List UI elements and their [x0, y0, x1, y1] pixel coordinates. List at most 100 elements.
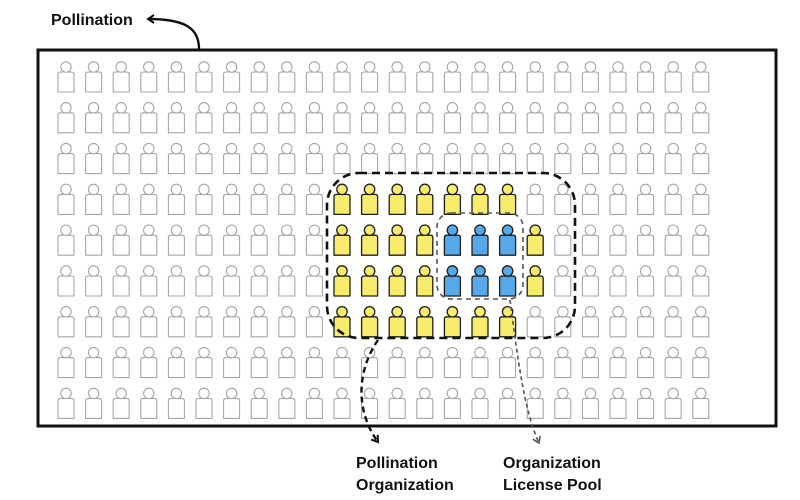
user-icon	[250, 306, 268, 338]
user-icon	[609, 142, 627, 175]
license-pool-arrow	[509, 299, 541, 445]
user-icon	[140, 265, 158, 297]
user-icon	[57, 61, 75, 93]
license-pool-boundary	[436, 212, 524, 300]
user-icon	[333, 346, 351, 379]
user-icon	[85, 387, 103, 419]
user-icon	[223, 183, 241, 215]
user-icon	[664, 265, 682, 297]
license-pool-user-icon	[471, 224, 489, 256]
license-pool-user-icon	[471, 265, 489, 297]
user-icon	[85, 102, 103, 134]
user-icon	[609, 183, 627, 215]
user-icon	[167, 306, 185, 338]
user-icon	[637, 346, 655, 379]
user-icon	[361, 387, 379, 419]
organization-user-icon	[360, 305, 379, 338]
user-icon	[223, 346, 241, 379]
license-pool-user-icon	[443, 224, 462, 256]
user-icon	[195, 346, 213, 379]
user-icon	[195, 306, 213, 338]
user-icon	[388, 142, 406, 175]
user-icon	[250, 265, 268, 297]
user-icon	[388, 387, 406, 419]
user-icon	[278, 61, 296, 93]
user-icon	[637, 142, 655, 175]
user-icon	[333, 142, 351, 175]
user-icon	[581, 102, 599, 134]
user-icon	[554, 61, 572, 93]
user-icon	[305, 306, 323, 338]
organization-user-icon	[471, 305, 489, 338]
user-icon	[305, 142, 323, 175]
user-icon	[471, 142, 489, 175]
user-icon	[305, 265, 323, 297]
user-icon	[250, 387, 268, 419]
organization-user-icon	[443, 183, 462, 216]
user-icon	[692, 142, 710, 175]
organization-user-icon	[333, 265, 351, 297]
user-icon	[250, 346, 268, 379]
license-pool-user-icon	[498, 265, 517, 297]
organization-user-icon	[388, 183, 406, 216]
pollination-frame	[36, 48, 778, 428]
user-icon	[416, 61, 434, 93]
user-icon	[278, 265, 296, 297]
organization-user-icon	[416, 305, 434, 338]
user-icon	[443, 142, 461, 175]
user-icon	[692, 61, 710, 93]
user-icon	[637, 306, 655, 338]
user-icon	[278, 183, 296, 215]
organization-user-icon	[388, 265, 406, 297]
user-icon	[361, 142, 379, 175]
user-icon	[140, 387, 158, 419]
user-icon	[609, 306, 627, 338]
user-icon	[554, 265, 572, 297]
user-icon	[581, 183, 599, 215]
user-icon	[112, 142, 130, 175]
user-icon	[278, 102, 296, 134]
user-icon	[664, 346, 682, 379]
user-icon	[305, 183, 323, 215]
user-icon	[416, 142, 434, 175]
user-icon	[692, 183, 710, 215]
user-icon	[85, 346, 103, 379]
user-icon	[388, 102, 406, 134]
organization-user-icon	[526, 265, 544, 297]
user-icon	[112, 265, 130, 297]
organization-user-icon	[526, 224, 544, 256]
user-icon	[57, 387, 75, 419]
user-icon	[167, 265, 185, 297]
user-icon	[305, 224, 323, 256]
organization-user-icon	[416, 265, 434, 297]
user-icon	[167, 142, 185, 175]
user-icon	[581, 265, 599, 297]
user-icon	[554, 142, 572, 175]
user-icon	[167, 183, 185, 215]
user-icon	[250, 224, 268, 256]
user-icon	[443, 387, 461, 419]
organization-user-icon	[416, 183, 434, 216]
user-icon	[85, 183, 103, 215]
user-icon	[581, 346, 599, 379]
license-pool-user-icon	[498, 224, 517, 256]
user-icon	[195, 265, 213, 297]
user-icon	[526, 183, 544, 215]
user-icon	[57, 224, 75, 256]
organization-user-icon	[471, 183, 489, 216]
user-icon	[499, 142, 517, 175]
user-icon	[57, 306, 75, 338]
user-icon	[692, 224, 710, 256]
user-icon	[499, 387, 517, 419]
user-icon	[581, 306, 599, 338]
user-icon	[526, 306, 544, 338]
user-icon	[499, 102, 517, 134]
user-icon	[140, 142, 158, 175]
user-icon	[499, 61, 517, 93]
user-icon	[388, 61, 406, 93]
user-icon	[692, 102, 710, 134]
user-icon	[361, 102, 379, 134]
user-icon	[167, 387, 185, 419]
user-icon	[57, 102, 75, 134]
